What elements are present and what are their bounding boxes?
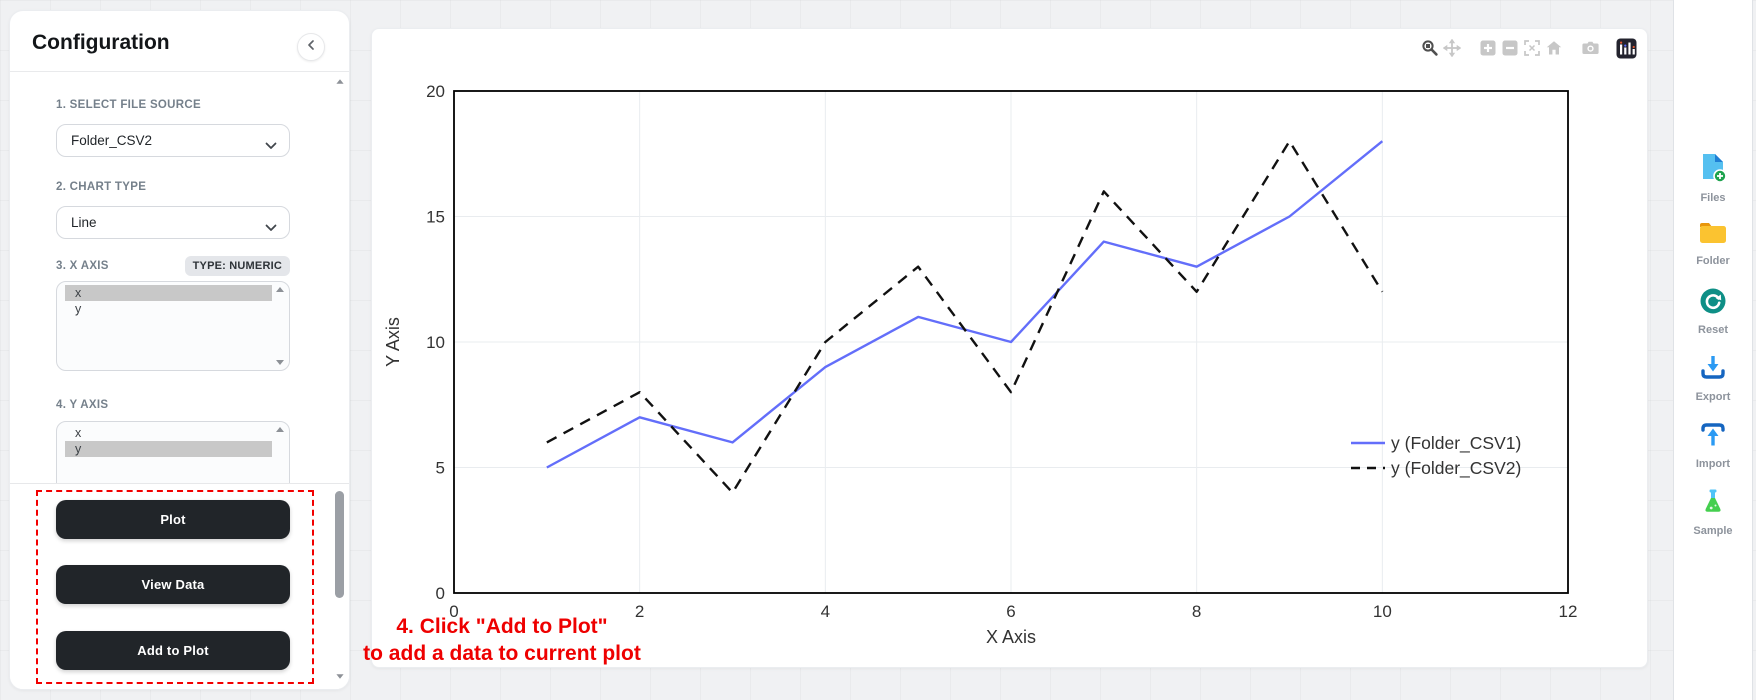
collapse-panel-button[interactable] — [297, 33, 325, 61]
legend-label-1[interactable]: y (Folder_CSV2) — [1391, 458, 1521, 479]
add-to-plot-button[interactable]: Add to Plot — [56, 631, 290, 670]
y-axis-title: Y Axis — [383, 317, 403, 367]
sidebar-item-files[interactable]: Files — [1674, 152, 1752, 204]
series-line-0 — [546, 140, 1384, 469]
y-axis-options: x y — [58, 425, 272, 457]
x-axis-option-y[interactable]: y — [75, 302, 82, 316]
sidebar-item-label: Sample — [1693, 525, 1733, 537]
configuration-panel: Configuration 1. SELECT FILE SOURCE Fold… — [9, 10, 350, 690]
sidebar-item-sample[interactable]: Sample — [1674, 487, 1752, 537]
actions-footer: Plot View Data Add to Plot — [10, 483, 349, 689]
chevron-left-icon — [306, 38, 316, 56]
zoom-out-icon[interactable] — [1499, 37, 1521, 59]
scrollbar-thumb[interactable] — [335, 491, 344, 598]
y-axis-option-x[interactable]: x — [75, 426, 82, 440]
y-axis-option-y[interactable]: y — [65, 441, 272, 457]
x-axis-options: x y — [58, 285, 272, 317]
listbox-scrollbar[interactable] — [273, 284, 287, 368]
sidebar-item-import[interactable]: Import — [1674, 420, 1752, 470]
y-tick-label: 0 — [436, 584, 445, 603]
plot-button[interactable]: Plot — [56, 500, 290, 539]
panel-title: Configuration — [32, 31, 170, 54]
chart-type-label: 2. CHART TYPE — [56, 181, 147, 193]
pan-icon[interactable] — [1441, 37, 1463, 59]
x-axis-title: X Axis — [986, 627, 1036, 647]
sample-icon — [1698, 487, 1728, 522]
file-source-value: Folder_CSV2 — [71, 133, 153, 148]
x-tick-label: 0 — [449, 602, 458, 621]
x-tick-label: 4 — [821, 602, 830, 621]
export-icon — [1698, 353, 1728, 388]
x-axis-listbox[interactable]: x y — [56, 281, 290, 371]
x-tick-label: 10 — [1373, 602, 1392, 621]
sidebar-item-reset[interactable]: Reset — [1674, 286, 1752, 336]
scroll-up-icon[interactable] — [276, 287, 284, 292]
sidebar-item-label: Files — [1700, 192, 1726, 204]
plotly-modebar — [1419, 37, 1637, 59]
file-source-label: 1. SELECT FILE SOURCE — [56, 99, 201, 111]
x-tick-label: 12 — [1559, 602, 1578, 621]
chart-type-select[interactable]: Line — [56, 206, 290, 239]
x-axis-label-row: 3. X AXIS TYPE: NUMERIC — [56, 256, 290, 276]
chart-card: 0 2 4 6 8 10 12 0 5 10 15 20 X Axis Y Axis y (Folder_C… — [363, 28, 1649, 669]
annotation-line-2: to add a data to current plot — [363, 642, 641, 665]
folder-icon — [1697, 219, 1729, 252]
y-tick-label: 5 — [436, 459, 445, 478]
chevron-down-icon — [265, 137, 277, 155]
import-icon — [1698, 420, 1728, 455]
series-line-1 — [546, 139, 1384, 494]
y-tick-label: 20 — [426, 82, 445, 101]
camera-icon[interactable] — [1579, 37, 1601, 59]
plot-border — [453, 90, 1569, 594]
scroll-down-icon[interactable] — [336, 674, 344, 679]
x-tick-label: 2 — [635, 602, 644, 621]
sidebar-item-label: Import — [1695, 458, 1731, 470]
annotation-line-1: 4. Click "Add to Plot" — [396, 615, 608, 638]
view-data-button[interactable]: View Data — [56, 565, 290, 604]
scroll-up-icon[interactable] — [336, 79, 344, 84]
y-axis-label: 4. Y AXIS — [56, 399, 109, 411]
x-axis-option-x[interactable]: x — [65, 285, 272, 301]
zoom-icon[interactable] — [1419, 37, 1441, 59]
scroll-up-icon[interactable] — [276, 427, 284, 432]
panel-scrollbar[interactable] — [334, 77, 346, 681]
header-divider — [10, 71, 349, 72]
y-tick-label: 10 — [426, 333, 445, 352]
reset-icon — [1698, 286, 1728, 321]
line-chart[interactable]: 0 2 4 6 8 10 12 0 5 10 15 20 X Axis Y Axis y (Folder_C… — [372, 29, 1649, 669]
x-tick-label: 6 — [1006, 602, 1015, 621]
sidebar-item-label: Reset — [1698, 324, 1728, 336]
tutorial-annotation: 4. Click "Add to Plot" to add a data to … — [327, 613, 677, 667]
x-axis-type-badge: TYPE: NUMERIC — [184, 256, 290, 276]
scroll-down-icon[interactable] — [276, 360, 284, 365]
tools-sidebar: Files Folder Reset Export Import Sample — [1673, 0, 1753, 700]
zoom-in-icon[interactable] — [1477, 37, 1499, 59]
reset-axes-icon[interactable] — [1543, 37, 1565, 59]
x-tick-label: 8 — [1192, 602, 1201, 621]
sidebar-item-export[interactable]: Export — [1674, 353, 1752, 403]
sidebar-item-label: Export — [1695, 391, 1731, 403]
plotly-logo-icon[interactable] — [1615, 37, 1637, 59]
sidebar-item-folder[interactable]: Folder — [1674, 219, 1752, 267]
autoscale-icon[interactable] — [1521, 37, 1543, 59]
file-plus-icon — [1698, 152, 1728, 189]
chevron-down-icon — [265, 219, 277, 237]
x-axis-label: 3. X AXIS — [56, 260, 109, 272]
configuration-header: Configuration — [10, 11, 349, 71]
file-source-select[interactable]: Folder_CSV2 — [56, 124, 290, 157]
chart-type-value: Line — [71, 215, 97, 230]
sidebar-item-label: Folder — [1696, 255, 1730, 267]
legend-label-0[interactable]: y (Folder_CSV1) — [1391, 433, 1521, 454]
y-tick-label: 15 — [426, 208, 445, 227]
